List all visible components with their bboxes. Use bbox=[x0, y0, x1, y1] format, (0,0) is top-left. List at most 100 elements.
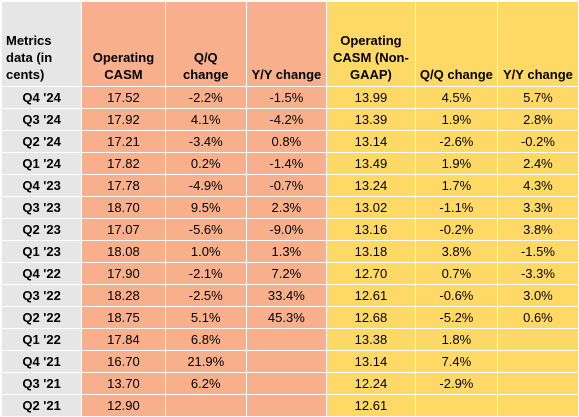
quarter-cell: Q1 '22 bbox=[0, 328, 83, 351]
quarter-cell: Q4 '21 bbox=[0, 350, 83, 373]
non-gaap-qq-change-cell: 1.9% bbox=[414, 152, 498, 175]
yy-change-cell: 1.3% bbox=[245, 240, 327, 263]
yy-change-cell: -1.5% bbox=[245, 86, 327, 109]
operating-casm-cell: 17.92 bbox=[81, 108, 166, 131]
qq-change-cell: 9.5% bbox=[164, 196, 247, 219]
non-gaap-yy-change-cell bbox=[496, 372, 579, 395]
non-gaap-qq-change-cell: -1.1% bbox=[414, 196, 498, 219]
non-gaap-qq-change-header: Q/Q change bbox=[414, 1, 498, 87]
non-gaap-qq-change-cell: -2.6% bbox=[414, 130, 498, 153]
non-gaap-casm-cell: 13.38 bbox=[325, 328, 416, 351]
non-gaap-yy-change-cell bbox=[496, 350, 579, 373]
quarter-cell: Q1 '24 bbox=[0, 152, 83, 175]
yy-change-cell: -9.0% bbox=[245, 218, 327, 241]
table-row: Q3 '21 13.70 6.2% 12.24 -2.9% bbox=[0, 372, 579, 395]
non-gaap-casm-cell: 12.24 bbox=[325, 372, 416, 395]
yy-change-cell: 7.2% bbox=[245, 262, 327, 285]
quarter-cell: Q2 '24 bbox=[0, 130, 83, 153]
qq-change-cell: 0.2% bbox=[164, 152, 247, 175]
operating-casm-header: Operating CASM bbox=[81, 1, 166, 87]
non-gaap-yy-change-cell: 3.0% bbox=[496, 284, 579, 307]
non-gaap-casm-cell: 13.16 bbox=[325, 218, 416, 241]
non-gaap-casm-cell: 13.49 bbox=[325, 152, 416, 175]
qq-change-cell: -2.5% bbox=[164, 284, 247, 307]
operating-casm-cell: 18.75 bbox=[81, 306, 166, 329]
qq-change-cell: 1.0% bbox=[164, 240, 247, 263]
qq-change-cell: 21.9% bbox=[164, 350, 247, 373]
non-gaap-yy-change-cell: 5.7% bbox=[496, 86, 579, 109]
non-gaap-yy-change-cell: 2.8% bbox=[496, 108, 579, 131]
quarter-cell: Q4 '23 bbox=[0, 174, 83, 197]
operating-casm-cell: 13.70 bbox=[81, 372, 166, 395]
non-gaap-qq-change-cell: 1.7% bbox=[414, 174, 498, 197]
operating-casm-cell: 17.78 bbox=[81, 174, 166, 197]
non-gaap-yy-change-header: Y/Y change bbox=[496, 1, 579, 87]
yy-change-cell: 0.8% bbox=[245, 130, 327, 153]
non-gaap-yy-change-cell: 3.8% bbox=[496, 218, 579, 241]
table-row: Q1 '23 18.08 1.0% 1.3% 13.18 3.8% -1.5% bbox=[0, 240, 579, 263]
yy-change-cell: -0.7% bbox=[245, 174, 327, 197]
non-gaap-casm-cell: 12.70 bbox=[325, 262, 416, 285]
non-gaap-yy-change-cell: -1.5% bbox=[496, 240, 579, 263]
qq-change-header: Q/Q change bbox=[164, 1, 247, 87]
non-gaap-yy-change-cell: 0.6% bbox=[496, 306, 579, 329]
table-row: Q4 '22 17.90 -2.1% 7.2% 12.70 0.7% -3.3% bbox=[0, 262, 579, 285]
qq-change-cell: -5.6% bbox=[164, 218, 247, 241]
table-row: Q2 '23 17.07 -5.6% -9.0% 13.16 -0.2% 3.8% bbox=[0, 218, 579, 241]
qq-change-cell: -3.4% bbox=[164, 130, 247, 153]
quarter-cell: Q4 '22 bbox=[0, 262, 83, 285]
qq-change-cell: 5.1% bbox=[164, 306, 247, 329]
table-row: Q4 '24 17.52 -2.2% -1.5% 13.99 4.5% 5.7% bbox=[0, 86, 579, 109]
operating-casm-cell: 17.82 bbox=[81, 152, 166, 175]
non-gaap-yy-change-cell: -0.2% bbox=[496, 130, 579, 153]
operating-casm-cell: 17.21 bbox=[81, 130, 166, 153]
non-gaap-qq-change-cell: -0.2% bbox=[414, 218, 498, 241]
operating-casm-cell: 16.70 bbox=[81, 350, 166, 373]
yy-change-cell: 33.4% bbox=[245, 284, 327, 307]
yy-change-cell: -4.2% bbox=[245, 108, 327, 131]
table-row: Q3 '22 18.28 -2.5% 33.4% 12.61 -0.6% 3.0% bbox=[0, 284, 579, 307]
qq-change-cell: -2.1% bbox=[164, 262, 247, 285]
table-row: Q2 '24 17.21 -3.4% 0.8% 13.14 -2.6% -0.2% bbox=[0, 130, 579, 153]
metric-header: Metrics data (in cents) bbox=[0, 1, 83, 87]
yy-change-header: Y/Y change bbox=[245, 1, 327, 87]
non-gaap-yy-change-cell: -3.3% bbox=[496, 262, 579, 285]
qq-change-cell: -2.2% bbox=[164, 86, 247, 109]
quarter-cell: Q2 '22 bbox=[0, 306, 83, 329]
quarter-cell: Q3 '21 bbox=[0, 372, 83, 395]
table-row: Q3 '24 17.92 4.1% -4.2% 13.39 1.9% 2.8% bbox=[0, 108, 579, 131]
non-gaap-yy-change-cell bbox=[496, 328, 579, 351]
operating-casm-cell: 18.70 bbox=[81, 196, 166, 219]
operating-casm-cell: 18.08 bbox=[81, 240, 166, 263]
yy-change-cell: 45.3% bbox=[245, 306, 327, 329]
non-gaap-casm-cell: 13.02 bbox=[325, 196, 416, 219]
non-gaap-qq-change-cell: -5.2% bbox=[414, 306, 498, 329]
quarter-cell: Q2 '23 bbox=[0, 218, 83, 241]
yy-change-cell: 2.3% bbox=[245, 196, 327, 219]
quarter-cell: Q3 '23 bbox=[0, 196, 83, 219]
operating-casm-cell: 17.52 bbox=[81, 86, 166, 109]
qq-change-cell: 6.8% bbox=[164, 328, 247, 351]
non-gaap-casm-cell: 13.18 bbox=[325, 240, 416, 263]
non-gaap-casm-cell: 13.24 bbox=[325, 174, 416, 197]
quarter-cell: Q3 '24 bbox=[0, 108, 83, 131]
yy-change-cell bbox=[245, 372, 327, 395]
qq-change-cell: -4.9% bbox=[164, 174, 247, 197]
operating-casm-cell: 18.28 bbox=[81, 284, 166, 307]
quarter-cell: Q3 '22 bbox=[0, 284, 83, 307]
yy-change-cell bbox=[245, 350, 327, 373]
non-gaap-casm-cell: 13.14 bbox=[325, 130, 416, 153]
quarter-cell: Q4 '24 bbox=[0, 86, 83, 109]
operating-casm-cell: 17.90 bbox=[81, 262, 166, 285]
non-gaap-qq-change-cell: -2.9% bbox=[414, 372, 498, 395]
non-gaap-qq-change-cell: 0.7% bbox=[414, 262, 498, 285]
yy-change-cell bbox=[245, 328, 327, 351]
non-gaap-qq-change-cell: -0.6% bbox=[414, 284, 498, 307]
table-row: Q3 '23 18.70 9.5% 2.3% 13.02 -1.1% 3.3% bbox=[0, 196, 579, 219]
table-row: Q1 '22 17.84 6.8% 13.38 1.8% bbox=[0, 328, 579, 351]
non-gaap-qq-change-cell: 4.5% bbox=[414, 86, 498, 109]
non-gaap-qq-change-cell: 1.8% bbox=[414, 328, 498, 351]
non-gaap-casm-cell: 13.99 bbox=[325, 86, 416, 109]
operating-casm-cell: 17.84 bbox=[81, 328, 166, 351]
